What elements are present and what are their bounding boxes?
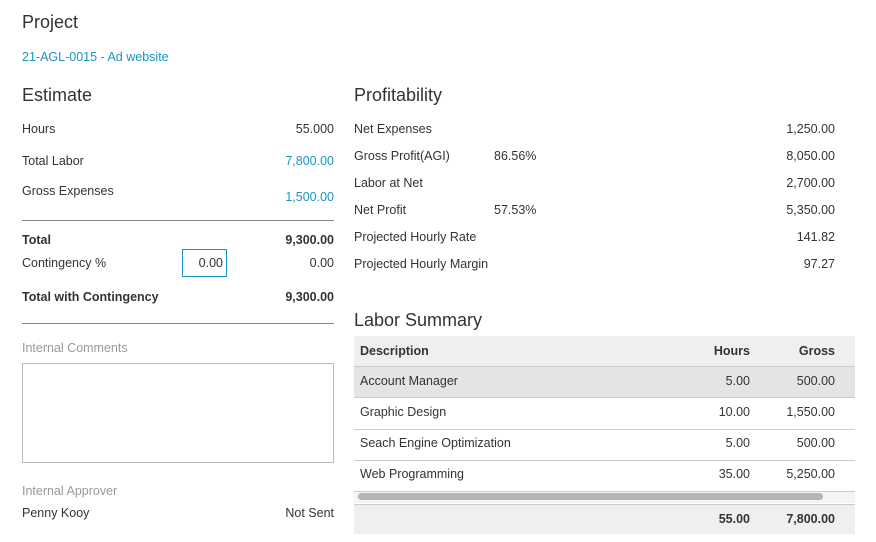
section-heading: Project bbox=[22, 12, 79, 32]
row-value[interactable]: 7,800.00 bbox=[285, 154, 334, 168]
total-value: 9,300.00 bbox=[285, 290, 334, 304]
contingency-value: 0.00 bbox=[309, 256, 334, 270]
row-label: Projected Hourly Rate bbox=[354, 230, 477, 244]
row-value: 97.27 bbox=[803, 257, 835, 271]
divider bbox=[22, 220, 334, 221]
total-hours: 55.00 bbox=[718, 512, 750, 526]
row-label: Hours bbox=[22, 122, 56, 136]
cell-hours: 10.00 bbox=[718, 405, 750, 419]
approver-name: Penny Kooy bbox=[22, 506, 90, 520]
comments-textarea[interactable] bbox=[22, 363, 334, 463]
row-value: 5,350.00 bbox=[786, 203, 835, 217]
total-label: Total bbox=[22, 233, 51, 247]
total-label: Total with Contingency bbox=[22, 290, 159, 304]
row-label: Net Expenses bbox=[354, 122, 432, 136]
column-header: Hours bbox=[713, 344, 750, 358]
totals-bg bbox=[354, 504, 855, 534]
contingency-input[interactable] bbox=[182, 249, 227, 277]
row-value: 8,050.00 bbox=[786, 149, 835, 163]
row-label: Projected Hourly Margin bbox=[354, 257, 489, 271]
column-header: Description bbox=[360, 344, 429, 358]
row-percent: 57.53% bbox=[494, 203, 537, 217]
table-header-bg bbox=[354, 336, 855, 367]
cell-gross: 500.00 bbox=[796, 374, 835, 388]
cell-gross: 500.00 bbox=[796, 436, 835, 450]
row-value: 141.82 bbox=[796, 230, 835, 244]
row-label: Labor at Net bbox=[354, 176, 423, 190]
section-heading: Labor Summary bbox=[354, 310, 483, 330]
section-heading: Estimate bbox=[22, 85, 93, 105]
scrollbar-thumb[interactable] bbox=[358, 493, 823, 500]
row-highlight bbox=[354, 367, 855, 398]
cell-description: Account Manager bbox=[360, 374, 458, 388]
row-value[interactable]: 1,500.00 bbox=[285, 190, 334, 204]
cell-gross: 5,250.00 bbox=[786, 467, 835, 481]
row-label: Gross Expenses bbox=[22, 184, 114, 198]
cell-gross: 1,550.00 bbox=[786, 405, 835, 419]
row-divider bbox=[354, 429, 855, 430]
cell-hours: 35.00 bbox=[718, 467, 750, 481]
row-label: Gross Profit(AGI) bbox=[354, 149, 450, 163]
row-divider bbox=[354, 460, 855, 461]
approver-label: Internal Approver bbox=[22, 484, 118, 498]
comments-label: Internal Comments bbox=[22, 341, 128, 355]
row-value: 1,250.00 bbox=[786, 122, 835, 136]
project-link[interactable]: 21-AGL-0015 - Ad website bbox=[22, 50, 169, 64]
cell-description: Graphic Design bbox=[360, 405, 447, 419]
cell-hours: 5.00 bbox=[725, 436, 750, 450]
divider bbox=[22, 323, 334, 324]
row-label: Net Profit bbox=[354, 203, 407, 217]
contingency-input-value[interactable]: 0.00 bbox=[198, 256, 223, 270]
cell-description: Seach Engine Optimization bbox=[360, 436, 511, 450]
total-gross: 7,800.00 bbox=[786, 512, 835, 526]
total-value: 9,300.00 bbox=[285, 233, 334, 247]
cell-hours: 5.00 bbox=[725, 374, 750, 388]
approver-status: Not Sent bbox=[285, 506, 334, 520]
row-value: 55.000 bbox=[295, 122, 334, 136]
section-heading: Profitability bbox=[354, 85, 443, 105]
row-percent: 86.56% bbox=[494, 149, 537, 163]
row-divider bbox=[354, 491, 855, 492]
row-value: 2,700.00 bbox=[786, 176, 835, 190]
contingency-label: Contingency % bbox=[22, 256, 107, 270]
row-label: Total Labor bbox=[22, 154, 84, 168]
column-header: Gross bbox=[798, 344, 835, 358]
cell-description: Web Programming bbox=[360, 467, 464, 481]
